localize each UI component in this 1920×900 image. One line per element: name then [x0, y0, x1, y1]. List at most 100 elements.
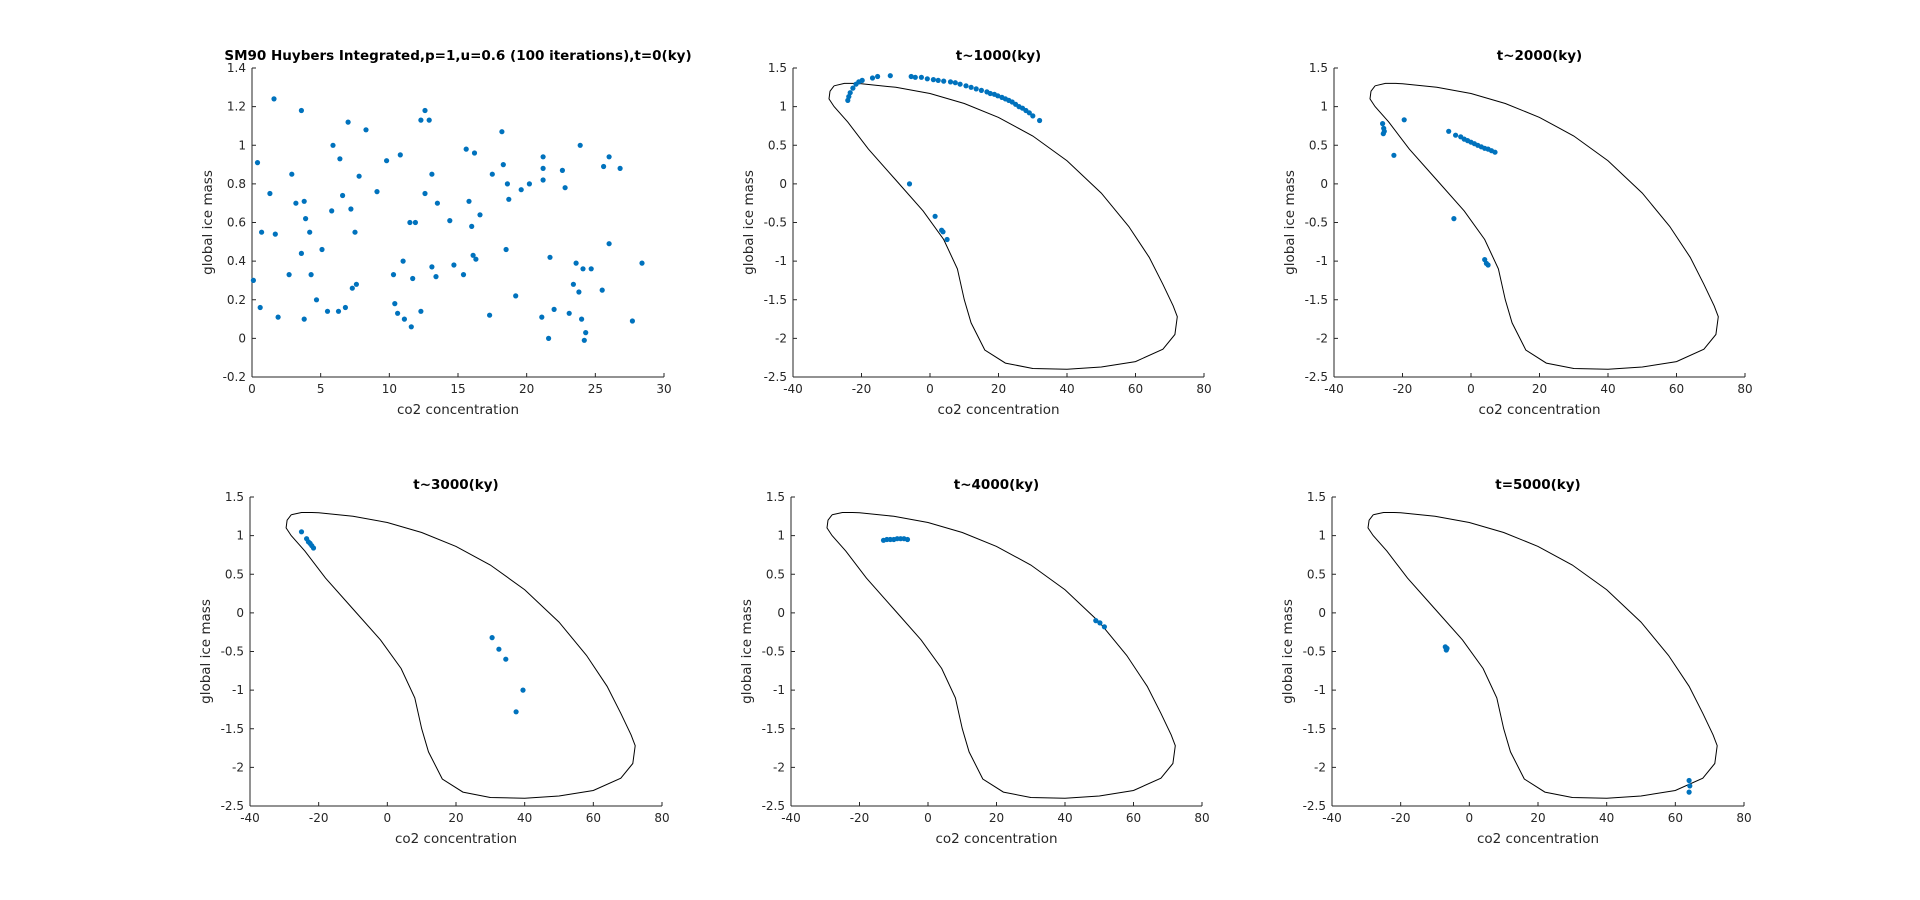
chart-title: t~3000(ky) — [413, 477, 498, 493]
data-point — [562, 185, 568, 191]
data-point — [407, 219, 413, 226]
x-tick-label: -20 — [1393, 382, 1413, 396]
data-point — [374, 189, 380, 195]
data-point — [310, 545, 317, 551]
y-tick-label: 0.5 — [225, 567, 244, 581]
data-point — [1391, 152, 1397, 158]
y-tick-label: -2 — [1316, 331, 1328, 345]
limit-cycle-curve — [826, 512, 1176, 799]
data-point — [1101, 624, 1107, 630]
y-tick-label: 1.5 — [225, 490, 244, 504]
data-point — [583, 330, 589, 336]
data-point — [400, 258, 406, 264]
data-point — [426, 117, 432, 123]
y-tick-label: -0.5 — [762, 645, 785, 659]
data-point — [846, 94, 852, 100]
x-tick-label: -20 — [1391, 811, 1411, 825]
y-tick-label: 1 — [236, 529, 244, 543]
y-tick-label: 0 — [777, 606, 785, 620]
data-point — [629, 318, 636, 324]
subplot-4: -40 -20 0 20 40 60 80 -2.5 -2 -1.5 -1 -0.5 0 0.5 1 1.5 t… — [198, 477, 670, 847]
data-point — [580, 266, 586, 272]
data-point — [308, 272, 314, 278]
data-point — [410, 275, 416, 282]
data-point — [489, 171, 495, 177]
x-tick-label: 30 — [656, 382, 671, 396]
data-point — [286, 272, 292, 278]
data-point — [345, 119, 351, 125]
data-point — [559, 167, 566, 173]
data-point — [259, 229, 265, 235]
data-point — [639, 260, 645, 266]
data-point — [875, 73, 881, 80]
data-point — [513, 709, 519, 715]
data-point — [429, 171, 435, 177]
data-point — [434, 200, 440, 206]
x-tick-label: 5 — [317, 382, 325, 396]
x-tick-label: 40 — [517, 811, 532, 825]
data-point — [254, 160, 261, 166]
data-point — [1453, 132, 1459, 138]
data-point — [352, 229, 358, 235]
data-point — [1026, 110, 1032, 116]
chart-title: t~1000(ky) — [956, 48, 1041, 64]
data-point — [987, 90, 993, 97]
data-point — [576, 289, 582, 295]
x-tick-label: 60 — [1128, 382, 1143, 396]
data-point — [1037, 117, 1043, 124]
x-tick-label: 60 — [1669, 382, 1684, 396]
y-tick-label: -1.5 — [1303, 722, 1326, 736]
data-point — [451, 262, 457, 268]
limit-cycle-curve — [1369, 82, 1719, 370]
x-tick-label: 80 — [1736, 811, 1751, 825]
data-point — [392, 301, 398, 307]
data-point — [275, 314, 281, 320]
x-axis-label: co2 concentration — [397, 402, 519, 418]
y-tick-label: -2.5 — [764, 370, 787, 384]
y-tick-label: 0 — [1320, 177, 1328, 191]
data-point — [319, 246, 325, 253]
data-point — [1686, 777, 1692, 784]
data-point — [935, 77, 941, 83]
y-tick-label: 1.5 — [1309, 61, 1328, 75]
x-tick-label: 0 — [384, 811, 392, 825]
y-tick-label: -0.5 — [221, 645, 244, 659]
data-point — [924, 76, 930, 82]
data-point — [617, 165, 623, 171]
y-tick-label: -2 — [775, 331, 787, 345]
data-point — [1380, 131, 1386, 137]
y-tick-label: -1 — [773, 683, 785, 697]
data-point — [337, 156, 343, 162]
data-point — [847, 90, 853, 96]
data-point — [293, 200, 299, 206]
data-point — [408, 324, 414, 330]
x-tick-label: -40 — [1322, 811, 1342, 825]
y-axis-label: global ice mass — [200, 170, 216, 275]
data-point — [422, 190, 428, 197]
data-point — [460, 272, 467, 278]
data-point — [973, 86, 979, 92]
y-tick-label: -2.5 — [221, 799, 244, 813]
x-tick-label: 40 — [1599, 811, 1614, 825]
y-tick-label: -1 — [775, 254, 787, 268]
x-tick-label: 40 — [1057, 811, 1072, 825]
y-tick-label: -0.5 — [1305, 216, 1328, 230]
data-point — [908, 73, 914, 80]
x-tick-label: 25 — [588, 382, 603, 396]
limit-cycle-curve — [285, 512, 636, 799]
data-point — [581, 337, 587, 343]
data-point — [433, 274, 439, 280]
data-point — [579, 316, 585, 322]
y-tick-label: 1 — [1320, 100, 1328, 114]
data-point — [520, 687, 526, 693]
x-tick-label: 40 — [1059, 382, 1074, 396]
data-point — [356, 173, 362, 179]
y-tick-label: 1.5 — [766, 490, 785, 504]
y-tick-label: 0.2 — [227, 293, 246, 307]
data-point — [566, 310, 572, 316]
data-point — [546, 335, 552, 341]
data-point — [257, 304, 263, 311]
data-point — [342, 304, 348, 311]
x-tick-label: 80 — [1194, 811, 1209, 825]
data-point — [518, 187, 524, 193]
